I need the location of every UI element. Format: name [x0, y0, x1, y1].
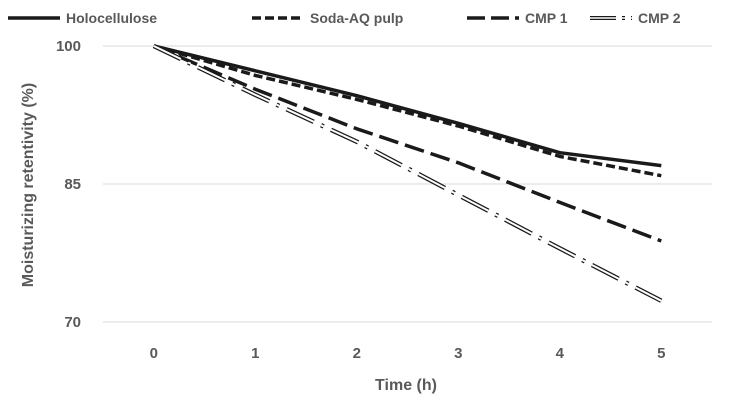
legend-swatch-solid	[8, 16, 60, 20]
series-cmp-2	[152, 43, 663, 303]
series-soda-aq-pulp	[153, 44, 662, 178]
y-tick-label: 100	[56, 38, 81, 55]
legend-label: CMP 1	[525, 10, 568, 26]
series-holocellulose	[153, 44, 662, 168]
legend-item-cmp-2: CMP 2	[590, 8, 681, 28]
legend-label: CMP 2	[638, 10, 681, 26]
legend-swatch-long-dash	[467, 16, 519, 20]
legend-label: Soda-AQ pulp	[310, 10, 404, 26]
x-tick-label: 3	[454, 345, 462, 362]
series-cmp-1	[153, 44, 662, 243]
legend-item-holocellulose: Holocellulose	[8, 8, 157, 28]
x-tick-label: 4	[556, 345, 565, 362]
legend-swatch-dash-dot-hollow	[590, 16, 632, 20]
series-line-inner	[153, 45, 662, 302]
series-line	[153, 44, 662, 243]
y-tick-label: 70	[64, 314, 81, 331]
x-axis-title: Time (h)	[375, 377, 437, 394]
legend-item-cmp-1: CMP 1	[467, 8, 568, 28]
legend-label: Holocellulose	[66, 10, 158, 26]
series-layer	[152, 43, 663, 303]
legend-item-soda-aq-pulp: Soda-AQ pulp	[252, 8, 403, 28]
x-tick-label: 5	[657, 345, 665, 362]
x-tick-label: 0	[150, 345, 158, 362]
y-tick-label: 85	[64, 176, 81, 193]
x-tick-label: 1	[251, 345, 259, 362]
gridlines	[103, 45, 712, 323]
legend-swatch-dashed	[252, 16, 304, 20]
legend: Holocellulose Soda-AQ pulp CMP 1 CMP 2	[0, 0, 729, 34]
series-line	[153, 44, 662, 168]
series-line	[152, 43, 663, 303]
x-tick-label: 2	[353, 345, 361, 362]
series-line	[153, 44, 662, 178]
tick-labels: 70 85 100 0 1 2 3 4 5	[56, 38, 665, 362]
y-axis-title: Moisturizing retentivity (%)	[20, 83, 37, 287]
